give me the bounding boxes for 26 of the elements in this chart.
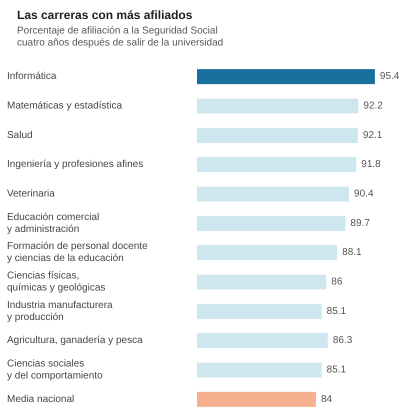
data-label: 88.1 [342,247,362,258]
data-label: 95.4 [380,71,400,82]
y-tick-label: Matemáticas y estadística [7,100,122,112]
y-tick-label: Agricultura, ganadería y pesca [7,335,144,346]
y-tick-label: Media nacional [7,394,74,405]
data-label: 92.2 [363,100,384,112]
y-tick-label: Veterinaria [7,188,56,200]
chart-subtitle: Porcentaje de afiliación a la Seguridad Social cuatro años después de salir de la universidad [17,26,224,48]
y-tick-label: Educación comercial y administración [7,212,100,235]
chart-title: Las carreras con más afiliados [17,8,193,22]
data-label: 86.3 [332,335,353,346]
data-label: 89.7 [350,218,370,229]
data-label: 85.1 [326,364,347,376]
y-tick-label: Ciencias sociales y del comportamiento [7,358,104,382]
y-tick-label: Formación de personal docente y ciencias de la educación [7,241,148,264]
y-tick-label: Ciencias físicas, químicas y geológicas [7,270,106,294]
y-tick-label: Ingeniería y profesiones afines [7,159,144,170]
data-label: 86 [331,276,343,288]
y-tick-label: Salud [7,130,33,141]
data-label: 92.1 [362,130,383,141]
y-tick-label: Industria manufacturera y producción [7,300,114,323]
data-label: 90.4 [354,188,374,200]
y-tick-label: Informática [7,71,57,82]
data-label: 85.1 [326,306,347,317]
data-label: 91.8 [361,159,382,170]
data-label: 84 [320,394,333,405]
